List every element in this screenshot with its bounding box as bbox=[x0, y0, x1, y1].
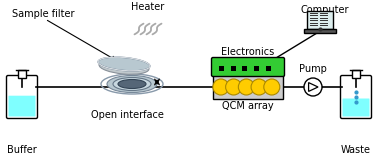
Circle shape bbox=[304, 78, 322, 96]
Circle shape bbox=[213, 79, 229, 95]
Text: Open interface: Open interface bbox=[91, 110, 163, 120]
Bar bbox=[242, 66, 247, 71]
Circle shape bbox=[226, 79, 242, 95]
FancyBboxPatch shape bbox=[8, 96, 36, 117]
Text: Computer: Computer bbox=[301, 5, 349, 15]
Text: Electronics: Electronics bbox=[222, 47, 275, 57]
FancyBboxPatch shape bbox=[212, 57, 285, 76]
Ellipse shape bbox=[107, 75, 157, 93]
FancyBboxPatch shape bbox=[342, 99, 370, 117]
Bar bbox=[352, 70, 361, 78]
Bar bbox=[17, 70, 26, 78]
Ellipse shape bbox=[99, 60, 149, 74]
Bar bbox=[213, 75, 283, 99]
Circle shape bbox=[239, 79, 254, 95]
Ellipse shape bbox=[98, 57, 150, 71]
Text: Heater: Heater bbox=[132, 2, 165, 12]
Bar bbox=[231, 66, 235, 71]
Ellipse shape bbox=[118, 79, 146, 89]
Text: Buffer: Buffer bbox=[7, 145, 37, 155]
Text: QCM array: QCM array bbox=[222, 101, 274, 111]
Bar bbox=[219, 66, 224, 71]
Bar bbox=[265, 66, 271, 71]
Circle shape bbox=[264, 79, 280, 95]
Bar bbox=[254, 66, 259, 71]
Bar bbox=[304, 29, 336, 33]
Text: Sample filter: Sample filter bbox=[12, 9, 74, 19]
Circle shape bbox=[251, 79, 267, 95]
Text: Pump: Pump bbox=[299, 64, 327, 74]
Text: Waste: Waste bbox=[341, 145, 371, 155]
Bar bbox=[307, 11, 333, 29]
Ellipse shape bbox=[113, 77, 151, 91]
